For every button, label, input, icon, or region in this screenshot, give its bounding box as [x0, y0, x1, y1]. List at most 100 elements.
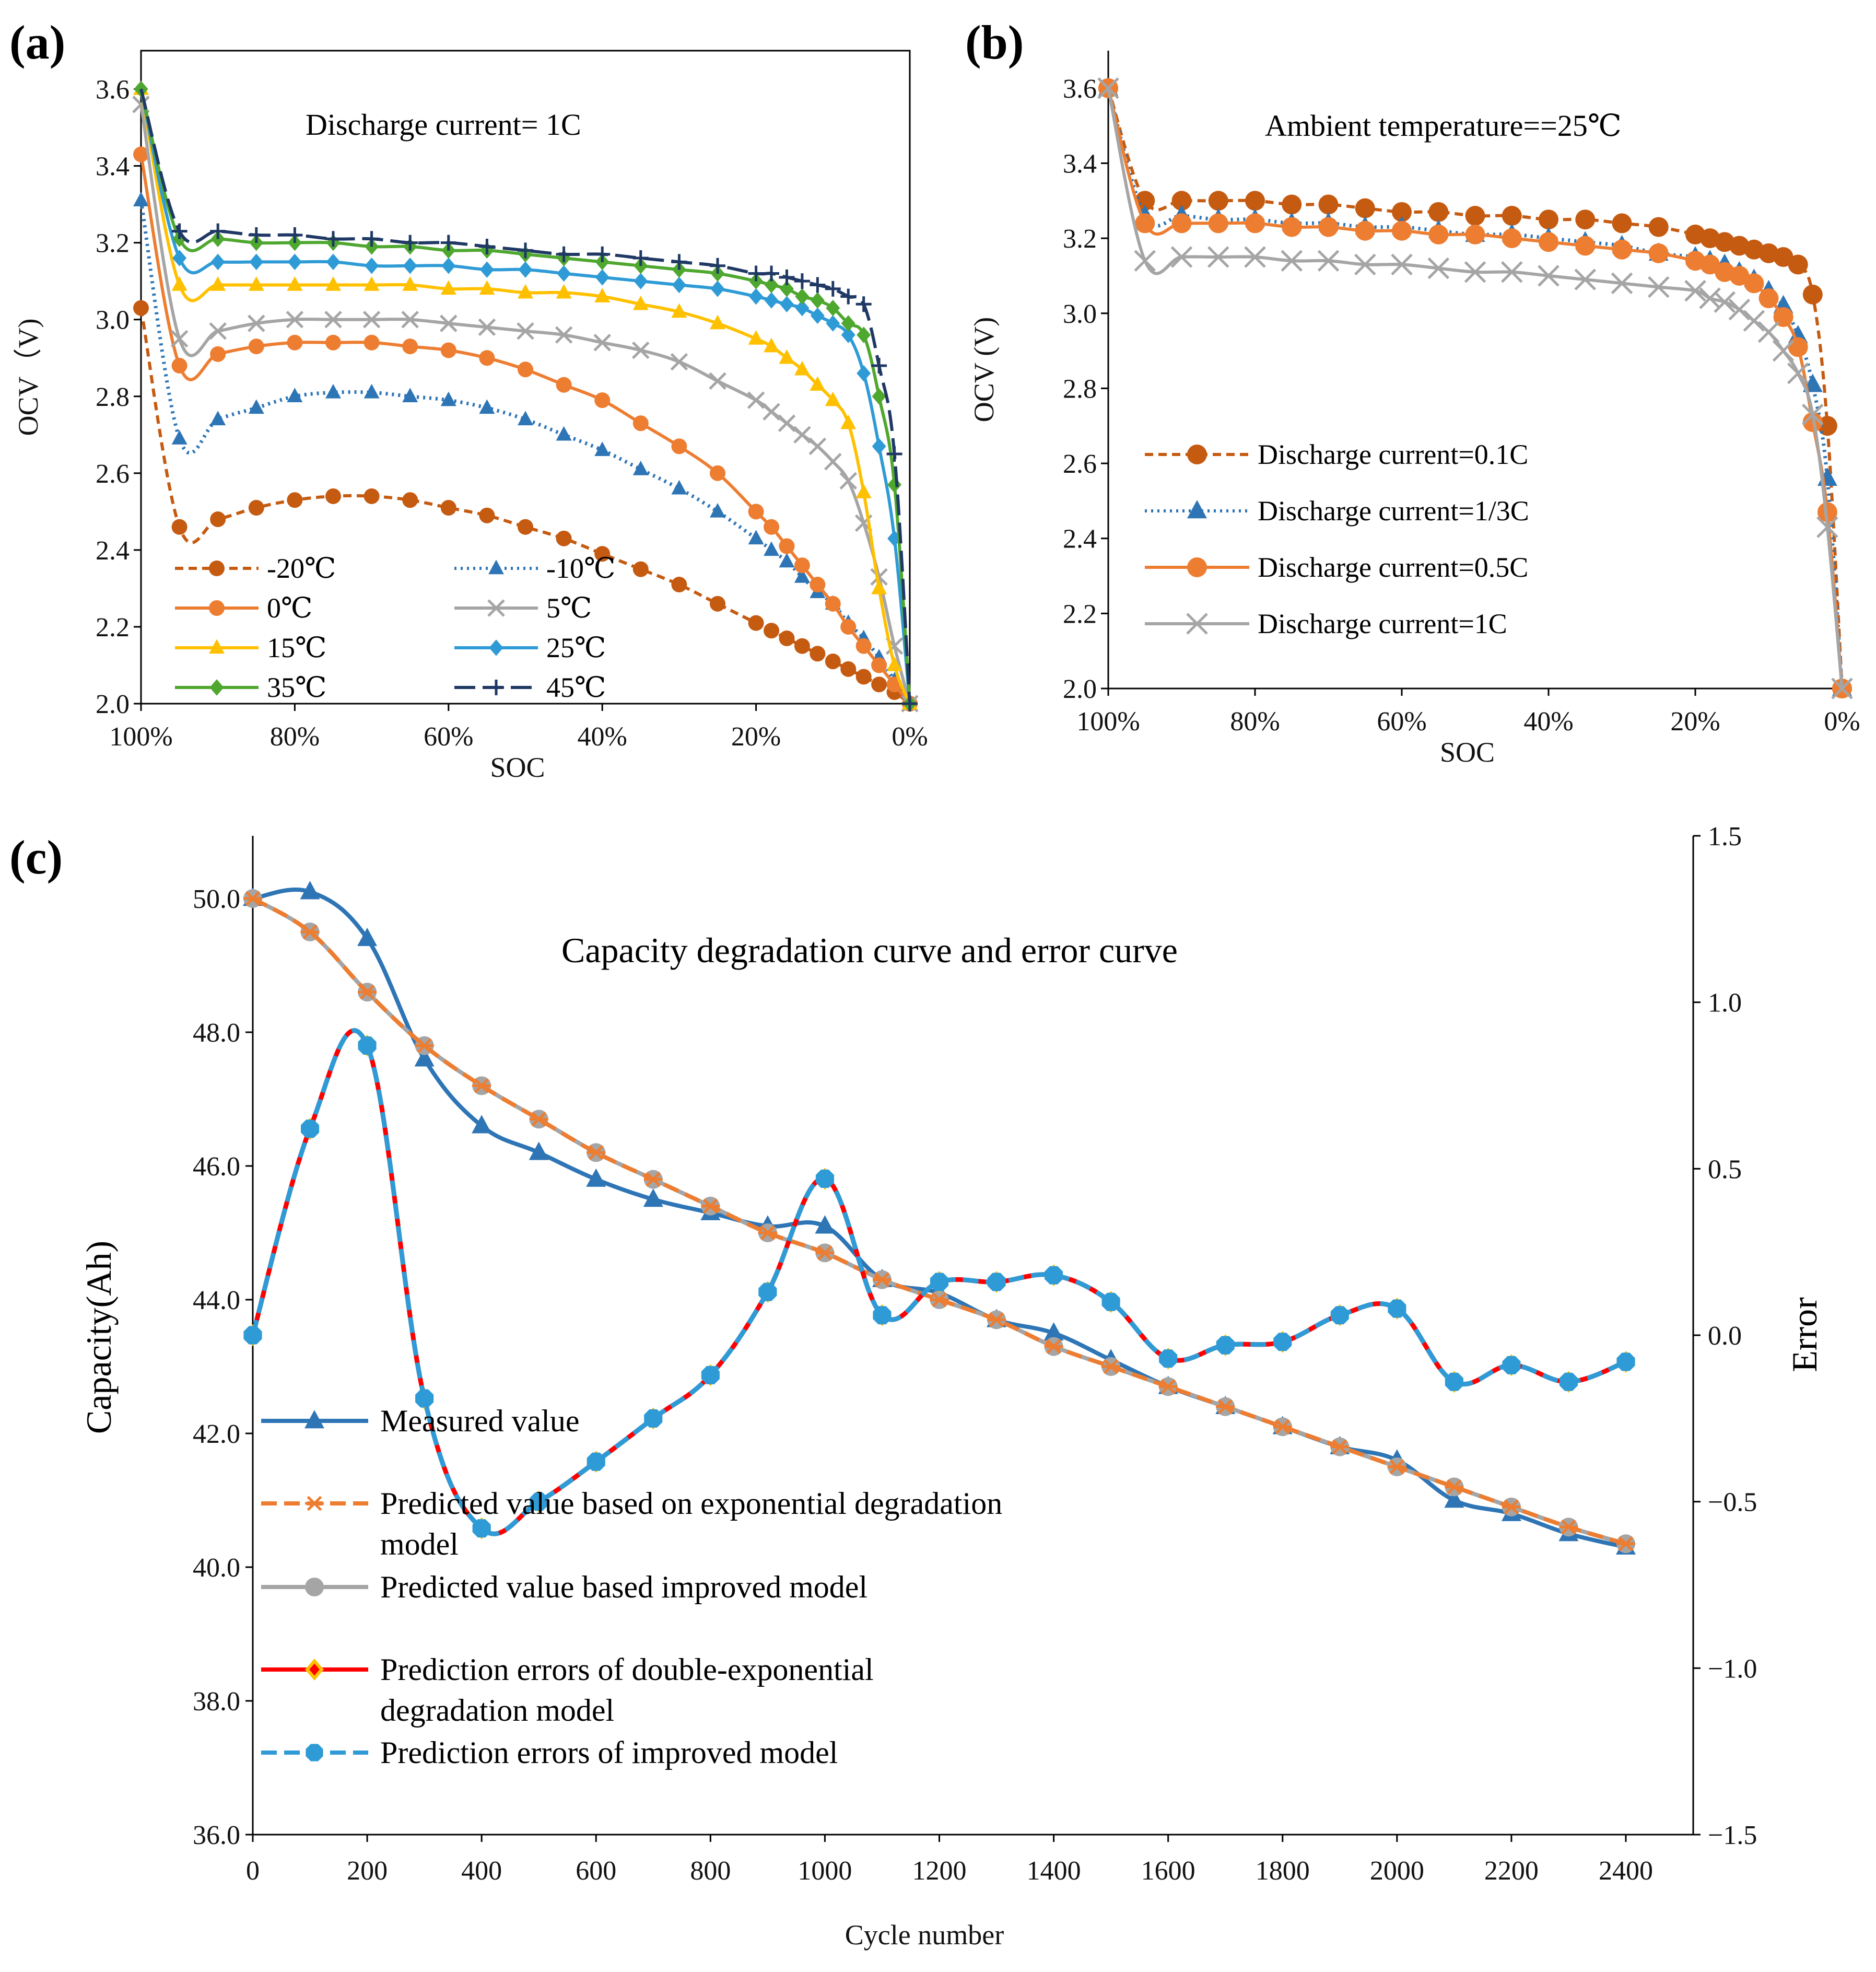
- series-45: [139, 88, 918, 711]
- data-point: [779, 296, 794, 313]
- series-predicted-value-based-on-exponential-degradation-model: [243, 891, 1635, 1551]
- data-point: [1207, 246, 1229, 268]
- data-point: [825, 596, 841, 612]
- y2-tick-label: 0.5: [1708, 1154, 1742, 1184]
- x-tick-label: 800: [690, 1856, 731, 1886]
- y2-tick-label: 1.0: [1708, 988, 1742, 1018]
- legend-item-15: 15℃: [175, 632, 326, 663]
- data-point: [810, 646, 826, 662]
- data-point: [710, 281, 725, 297]
- series-line: [1106, 87, 1844, 689]
- legend-marker: [488, 559, 504, 575]
- data-point: [1245, 213, 1265, 234]
- data-point: [872, 438, 886, 455]
- legend-label: Measured value: [380, 1404, 580, 1438]
- data-point: [710, 503, 725, 518]
- data-point: [840, 414, 857, 429]
- legend-label: 35℃: [267, 672, 326, 703]
- legend-marker: [1187, 445, 1207, 464]
- data-point: [632, 460, 649, 475]
- legend-item-prediction-errors-of-double-exponential-degradation-model: Prediction errors of double-exponential d…: [261, 1652, 874, 1728]
- data-point: [672, 276, 686, 294]
- data-point: [871, 657, 887, 673]
- data-point: [1216, 1336, 1235, 1355]
- data-point: [586, 1168, 606, 1187]
- data-point: [1101, 1359, 1121, 1374]
- data-point: [517, 322, 534, 340]
- data-point: [1101, 1292, 1120, 1311]
- data-point: [1648, 243, 1669, 263]
- legend-marker: [209, 600, 225, 616]
- data-point: [440, 500, 456, 516]
- y2-tick-label: 0.0: [1708, 1321, 1742, 1351]
- series-line: [250, 1028, 1627, 1536]
- legend-label: Discharge current=0.1C: [1258, 439, 1528, 470]
- data-point: [402, 339, 418, 355]
- x-tick-label: 600: [576, 1856, 616, 1886]
- data-point: [170, 330, 189, 348]
- data-point: [764, 276, 779, 294]
- data-point: [987, 1312, 1006, 1327]
- x-tick-label: 60%: [1377, 707, 1426, 737]
- data-point: [1502, 1356, 1521, 1374]
- data-point: [358, 984, 377, 1000]
- panel-c-capacity-degradation-chart: (c) 36.0 38.0 40.0 42.0 44.0 46.0 48.0 50.0 1.5 1.…: [9, 822, 1824, 1951]
- series-20: [133, 300, 918, 711]
- data-point: [1330, 1439, 1350, 1454]
- data-point: [587, 1145, 606, 1160]
- data-point: [1500, 261, 1523, 283]
- data-point: [357, 927, 378, 947]
- data-point: [594, 246, 611, 262]
- data-point: [401, 310, 419, 329]
- legend-marker: [487, 599, 505, 617]
- data-point: [808, 437, 827, 456]
- legend: Measured value Predicted value based on e…: [261, 1404, 1002, 1770]
- y-tick-label: 2.8: [96, 382, 130, 412]
- data-point: [556, 377, 572, 393]
- x-tick-label: 80%: [1230, 707, 1280, 737]
- data-point: [779, 538, 795, 554]
- data-point: [556, 530, 572, 546]
- y-tick-label: 3.0: [96, 306, 130, 335]
- panel-label: (a): [9, 16, 65, 69]
- y-tick-label: 2.6: [1063, 449, 1097, 479]
- data-point: [287, 276, 303, 291]
- legend-label: Discharge current=1/3C: [1258, 495, 1529, 527]
- y-tick-label: 2.8: [1063, 374, 1097, 404]
- data-point: [472, 1519, 491, 1538]
- data-point: [815, 1215, 835, 1234]
- data-point: [1502, 228, 1522, 249]
- data-point: [594, 392, 611, 409]
- series-line: [139, 88, 911, 704]
- y-tick-label: 42.0: [193, 1419, 240, 1449]
- data-point: [324, 310, 342, 329]
- data-point: [1171, 191, 1192, 211]
- data-point: [793, 426, 811, 444]
- data-point: [857, 326, 871, 343]
- legend-label: -20℃: [267, 553, 336, 584]
- legend-item-discharge-current-0-1c: Discharge current=0.1C: [1145, 439, 1528, 470]
- data-point: [810, 577, 826, 593]
- series-35: [134, 80, 917, 712]
- legend-label-line: Predicted value based on exponential deg…: [380, 1486, 1002, 1521]
- legend-item-20: -20℃: [175, 553, 336, 584]
- data-point: [172, 250, 187, 266]
- data-point: [871, 579, 887, 594]
- series-discharge-current-0-1c: [1098, 78, 1852, 698]
- data-point: [1171, 213, 1192, 234]
- data-point: [415, 1389, 434, 1408]
- data-point: [779, 553, 795, 568]
- legend-marker: [209, 679, 224, 696]
- data-point: [840, 288, 857, 305]
- data-point: [364, 334, 380, 351]
- data-point: [701, 1366, 720, 1384]
- data-point: [1045, 1266, 1063, 1285]
- data-point: [249, 253, 264, 271]
- legend-item-5: 5℃: [454, 592, 592, 624]
- legend-marker: [209, 639, 225, 654]
- data-point: [710, 258, 725, 274]
- legend-label: 5℃: [546, 592, 592, 624]
- legend-marker: [305, 1496, 324, 1511]
- data-point: [1159, 1349, 1178, 1368]
- data-point: [287, 227, 303, 243]
